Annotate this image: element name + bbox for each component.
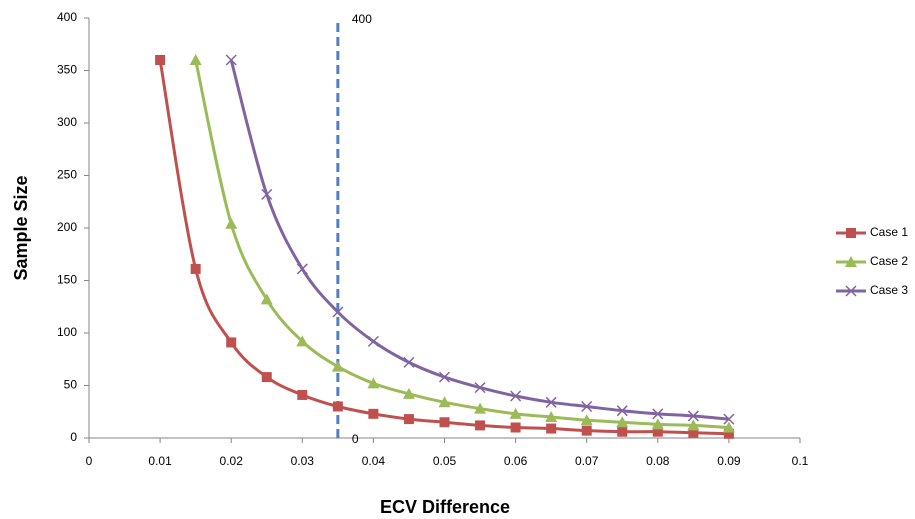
marker xyxy=(688,427,699,438)
x-tick-label: 0 xyxy=(86,454,93,468)
y-tick-label: 300 xyxy=(57,115,77,129)
marker xyxy=(190,263,201,274)
legend-label: Case 2 xyxy=(870,254,908,268)
y-tick-label: 250 xyxy=(57,168,77,182)
marker xyxy=(403,356,415,368)
marker xyxy=(438,396,451,408)
x-tick-label: 0.1 xyxy=(792,454,809,468)
marker xyxy=(545,411,558,422)
marker xyxy=(509,407,522,419)
x-tick-label: 0.05 xyxy=(433,454,457,468)
marker xyxy=(367,335,379,347)
marker xyxy=(403,414,414,425)
marker xyxy=(402,387,415,399)
x-tick-label: 0.09 xyxy=(717,454,741,468)
marker xyxy=(546,423,557,434)
y-tick-label: 150 xyxy=(57,273,77,287)
marker xyxy=(616,416,629,428)
marker xyxy=(367,377,380,389)
marker xyxy=(155,55,166,65)
marker xyxy=(474,382,486,394)
marker xyxy=(723,413,735,425)
marker xyxy=(475,420,486,431)
marker xyxy=(331,360,344,372)
x-tick-label: 0.06 xyxy=(504,454,528,468)
y-tick-label: 100 xyxy=(57,325,77,339)
marker xyxy=(225,217,238,229)
marker xyxy=(845,285,857,297)
marker xyxy=(652,426,663,437)
y-tick-label: 0 xyxy=(70,430,77,444)
reference-label: 400 xyxy=(352,12,372,26)
marker xyxy=(616,405,628,417)
legend-label: Case 1 xyxy=(870,225,908,239)
y-tick-label: 200 xyxy=(57,220,77,234)
marker xyxy=(581,400,593,413)
marker xyxy=(722,421,735,433)
marker xyxy=(687,419,700,431)
series-line xyxy=(229,59,730,421)
marker xyxy=(651,418,664,430)
marker xyxy=(296,335,309,347)
marker xyxy=(439,417,450,428)
marker xyxy=(225,54,237,66)
marker xyxy=(368,408,379,419)
reference-label: 0 xyxy=(352,432,359,446)
marker xyxy=(687,410,699,422)
x-tick-label: 0.02 xyxy=(220,454,244,468)
y-tick-label: 50 xyxy=(64,378,78,392)
marker xyxy=(545,396,557,408)
x-tick-label: 0.03 xyxy=(291,454,315,468)
marker xyxy=(260,293,273,305)
x-axis-title: ECV Difference xyxy=(380,497,510,517)
x-tick-label: 0.07 xyxy=(575,454,599,468)
marker xyxy=(652,408,664,420)
marker xyxy=(580,414,593,426)
marker xyxy=(296,263,308,275)
y-tick-label: 400 xyxy=(57,10,77,24)
marker xyxy=(297,389,308,400)
x-tick-label: 0.08 xyxy=(646,454,670,468)
legend-label: Case 3 xyxy=(870,283,908,297)
y-tick-label: 350 xyxy=(57,63,77,77)
marker xyxy=(723,428,734,439)
marker xyxy=(261,372,272,383)
x-tick-label: 0.01 xyxy=(148,454,172,468)
marker xyxy=(332,306,344,318)
marker xyxy=(189,54,202,65)
marker xyxy=(510,422,521,433)
marker xyxy=(581,425,592,436)
marker xyxy=(510,390,522,402)
marker xyxy=(226,337,237,348)
y-axis-title: Sample Size xyxy=(11,175,31,280)
marker xyxy=(332,401,343,412)
series-line xyxy=(194,59,729,429)
marker xyxy=(846,228,856,238)
marker xyxy=(438,371,451,383)
marker xyxy=(845,256,857,267)
marker xyxy=(261,188,273,200)
x-tick-label: 0.04 xyxy=(362,454,386,468)
marker xyxy=(474,402,487,414)
marker xyxy=(617,426,628,437)
